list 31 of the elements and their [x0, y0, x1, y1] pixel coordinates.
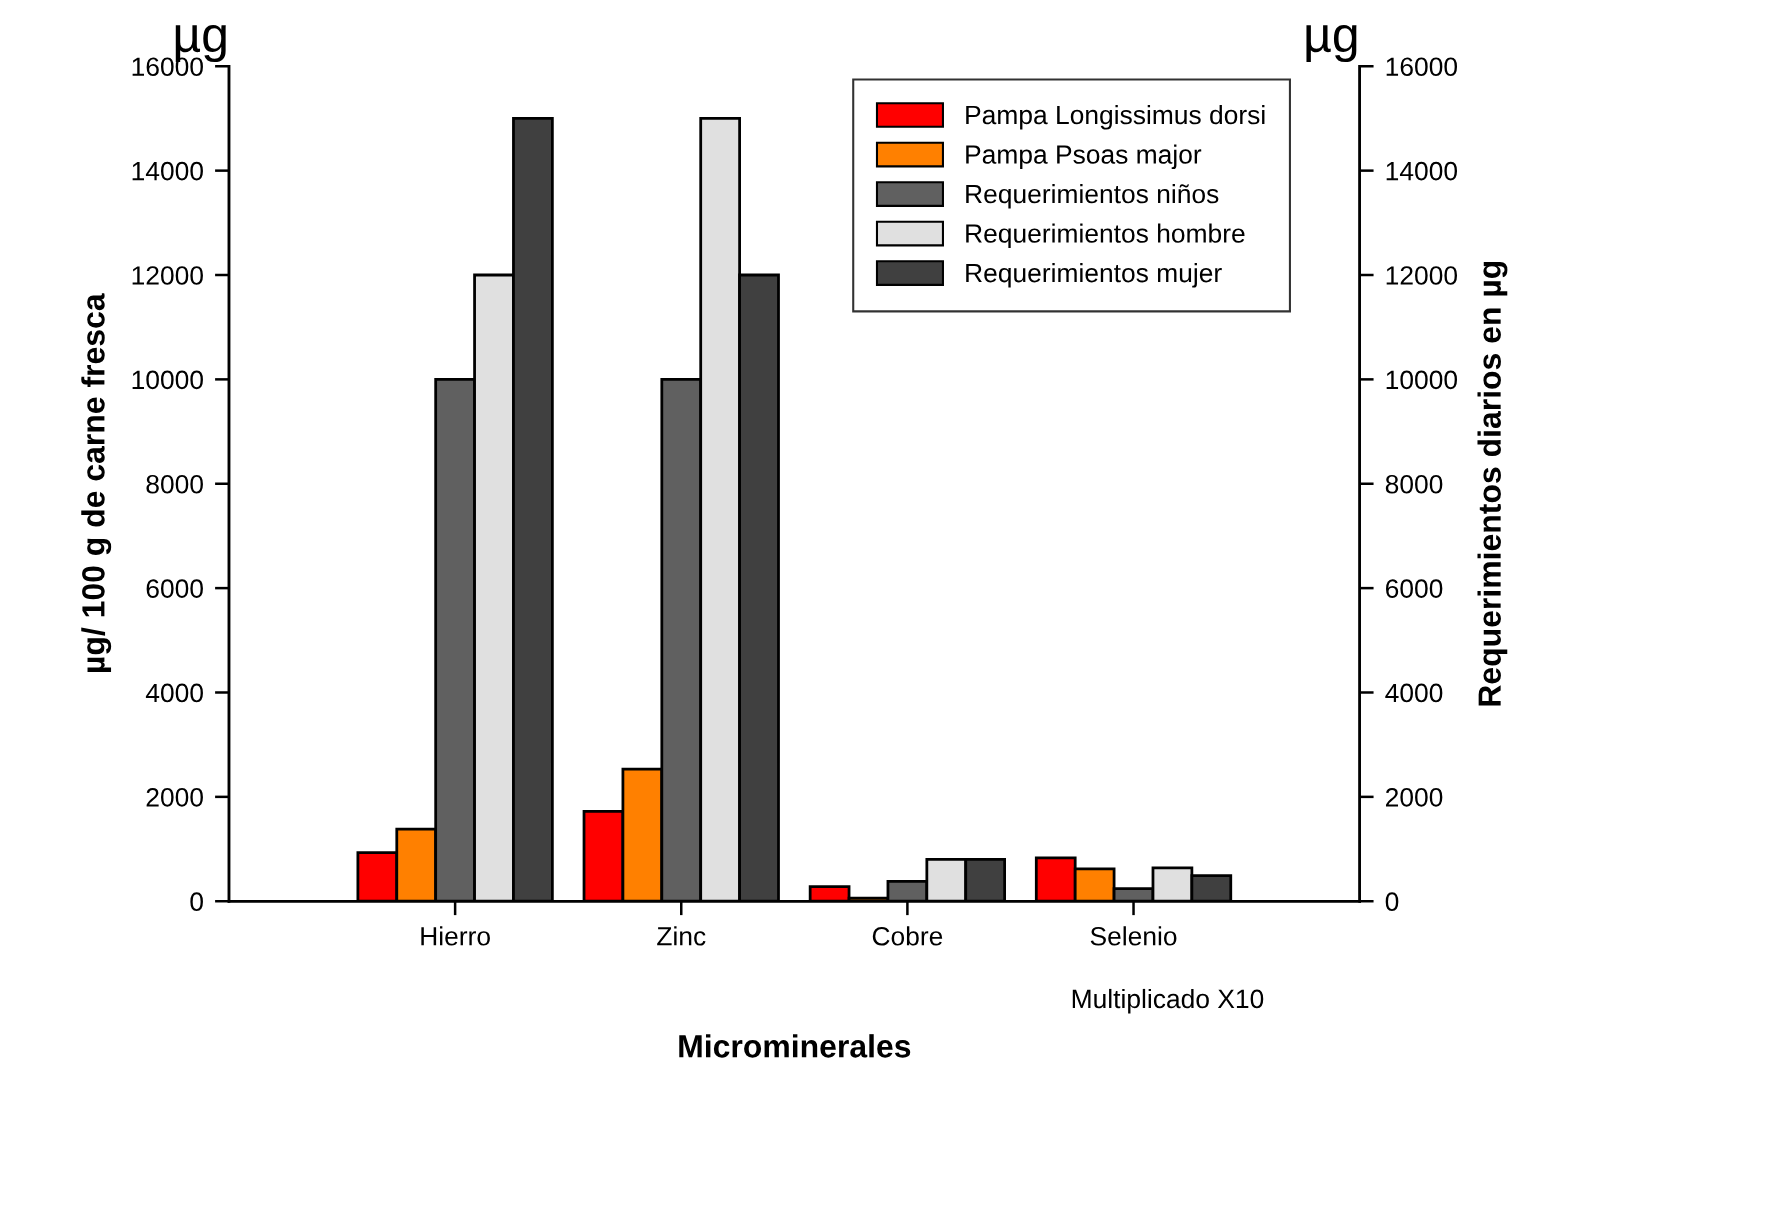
y2-tick-label: 12000	[1386, 266, 1458, 285]
y-tick-label: 2000	[146, 787, 203, 807]
y-tick-label: 4000	[145, 683, 203, 703]
x-tick-label: Zinc	[657, 926, 706, 946]
y2-axis-title: Requerimientos diarios en µg	[1477, 261, 1508, 706]
y-tick-label: 14000	[132, 161, 203, 181]
x-tick-label: Selenio	[1090, 926, 1177, 946]
legend-label: Pampa Longissimus dorsi	[966, 104, 1265, 130]
y2-tick-label: 16000	[1386, 57, 1458, 77]
text: µg	[1306, 24, 1357, 63]
y-tick-label: 8000	[146, 474, 203, 494]
y2-tick-label: 4000	[1385, 683, 1443, 703]
y-tick-label: 6000	[146, 579, 203, 598]
x-axis-title: Microminerales	[679, 1034, 911, 1058]
y2-tick-label: 10000	[1386, 370, 1458, 390]
legend-label: Requerimientos niños	[966, 183, 1219, 209]
legend-label: Pampa Psoas major	[966, 144, 1202, 170]
y-axis-title: µg/ 100 g de carne fresca	[81, 293, 112, 672]
y2-tick-label: 14000	[1386, 161, 1458, 181]
y2-tick-label: 0	[1385, 892, 1399, 912]
legend-label: Requerimientos hombre	[966, 223, 1245, 249]
y2-tick-label: 8000	[1385, 474, 1443, 494]
legend-label: Requerimientos mujer	[966, 263, 1222, 288]
y-tick-label: 10000	[132, 370, 203, 390]
y-tick-label: 0	[190, 892, 203, 912]
y2-tick-label: 6000	[1386, 579, 1443, 598]
y2-tick-label: 2000	[1385, 787, 1443, 807]
text: Multiplicado X10	[1072, 988, 1264, 1014]
x-tick-label: Hierro	[421, 926, 490, 946]
y-tick-label: 12000	[132, 266, 203, 285]
x-tick-label: Cobre	[872, 926, 943, 946]
